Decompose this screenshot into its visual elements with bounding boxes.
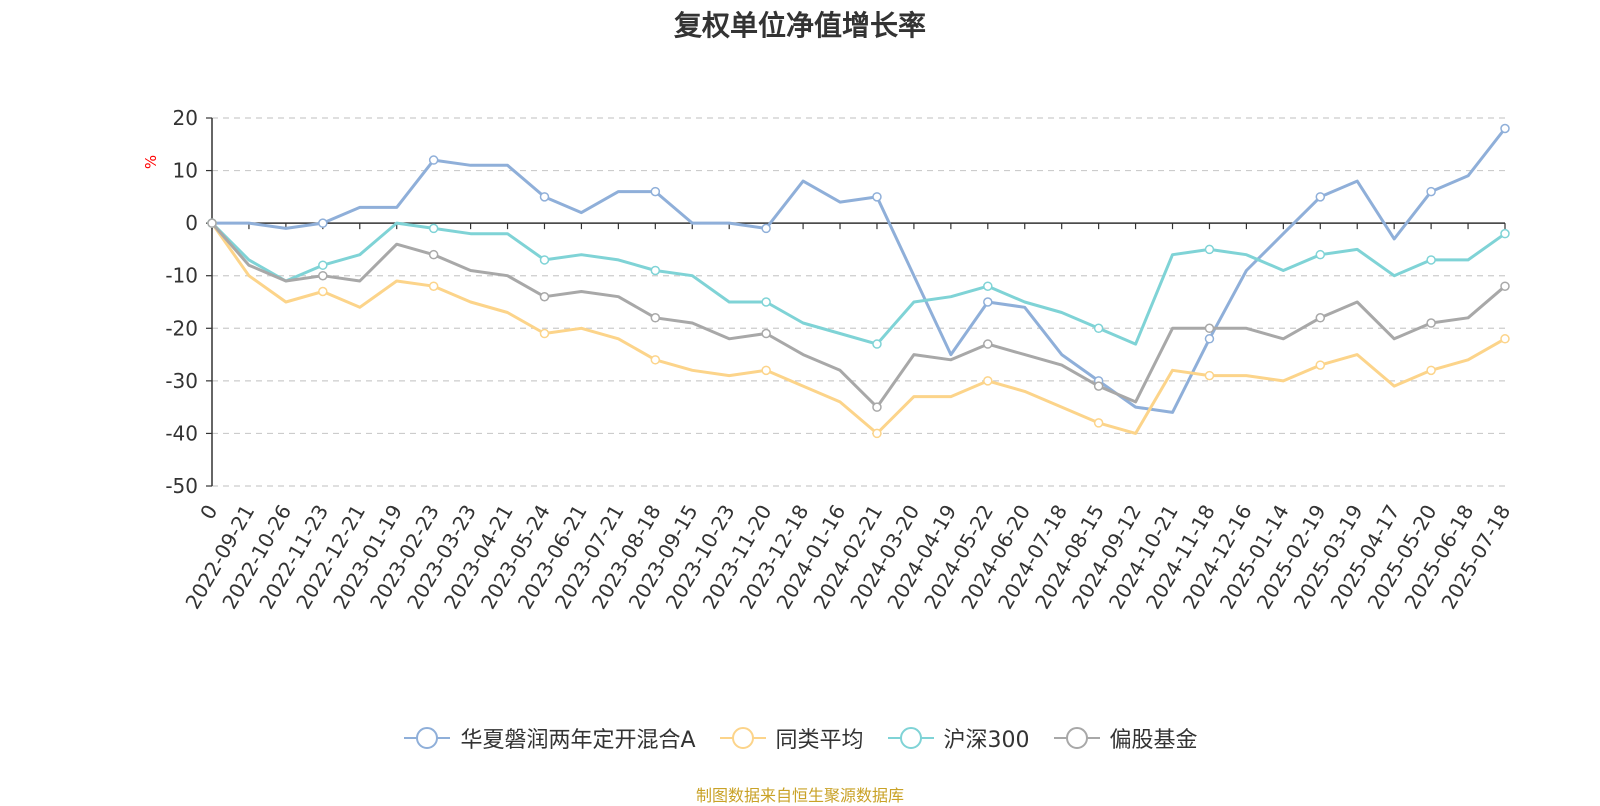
series-line (210, 221, 1506, 346)
series-group (207, 218, 1510, 412)
data-point (1426, 255, 1436, 265)
legend: 华夏磐润两年定开混合A 同类平均 沪深300 偏股基金 (0, 722, 1600, 754)
y-tick-label: 20 (173, 106, 198, 130)
data-point (650, 265, 661, 276)
data-point (1500, 123, 1510, 134)
data-point (539, 192, 550, 202)
y-tick-label: -50 (165, 474, 198, 498)
data-point (318, 218, 328, 228)
y-tick-label: -30 (165, 369, 198, 393)
data-point (1204, 323, 1215, 334)
legend-line-marker-icon (404, 727, 451, 749)
data-point (761, 328, 771, 339)
y-tick-label: 10 (173, 159, 198, 183)
series-line (212, 127, 1507, 414)
data-point (1204, 370, 1215, 381)
data-point (207, 218, 217, 228)
data-point (1315, 360, 1326, 370)
data-point (1500, 334, 1510, 344)
series-group (207, 218, 1510, 349)
legend-label: 华夏磐润两年定开混合A (460, 728, 696, 753)
legend-line-marker-icon (1053, 727, 1100, 749)
data-point (539, 255, 550, 265)
data-point (983, 297, 993, 307)
data-point (1500, 281, 1510, 291)
data-point (1500, 228, 1510, 239)
legend-item[interactable]: 偏股基金 (1052, 722, 1198, 754)
data-point (1093, 381, 1104, 391)
data-point (539, 291, 550, 302)
chart-title: 复权单位净值增长率 (673, 9, 926, 42)
data-point (1204, 244, 1215, 255)
legend-item[interactable]: 同类平均 (718, 722, 864, 754)
series-layer (207, 123, 1510, 439)
data-source-note: 制图数据来自恒生聚源数据库 (695, 786, 904, 805)
data-point (983, 339, 993, 349)
data-point (318, 286, 328, 297)
y-tick-label: -20 (165, 316, 198, 340)
data-point (428, 281, 439, 291)
y-tick-label: -10 (165, 264, 198, 288)
data-point (650, 186, 661, 197)
data-point (1315, 249, 1326, 260)
data-point (539, 328, 550, 339)
data-point (872, 192, 882, 202)
data-point (1426, 186, 1436, 197)
data-point (761, 223, 771, 234)
data-point (1315, 313, 1326, 323)
legend-label: 偏股基金 (1109, 728, 1198, 753)
data-point (318, 260, 328, 270)
data-point (650, 313, 661, 323)
data-point (1426, 318, 1436, 328)
series-line (210, 222, 1506, 409)
axis-layer: 20100-10-20-30-40-5002022-09-212022-10-2… (165, 106, 1515, 613)
data-point (1315, 192, 1326, 202)
data-point (428, 223, 439, 234)
data-point (1093, 323, 1104, 334)
grid-layer (212, 117, 1505, 487)
legend-item[interactable]: 华夏磐润两年定开混合A (402, 722, 696, 754)
legend-line-marker-icon (719, 727, 766, 749)
legend-item[interactable]: 沪深300 (886, 722, 1030, 754)
y-axis-unit-label: % (142, 155, 160, 169)
data-point (872, 428, 882, 439)
series-line (210, 222, 1506, 435)
data-point (983, 376, 993, 386)
series-group (207, 123, 1510, 414)
data-point (983, 281, 993, 291)
data-point (650, 355, 661, 365)
data-point (428, 155, 439, 165)
data-point (318, 270, 328, 281)
legend-label: 沪深300 (943, 728, 1030, 753)
legend-label: 同类平均 (775, 728, 864, 753)
data-point (761, 297, 771, 307)
x-tick-label: 0 (195, 501, 222, 524)
data-point (1093, 418, 1104, 428)
legend-line-marker-icon (887, 727, 934, 749)
data-point (761, 365, 771, 376)
y-tick-label: 0 (185, 211, 198, 235)
data-point (1204, 334, 1215, 344)
data-point (872, 402, 882, 412)
data-point (872, 339, 882, 349)
data-point (1426, 365, 1436, 376)
y-tick-label: -40 (165, 421, 198, 445)
data-point (428, 249, 439, 260)
